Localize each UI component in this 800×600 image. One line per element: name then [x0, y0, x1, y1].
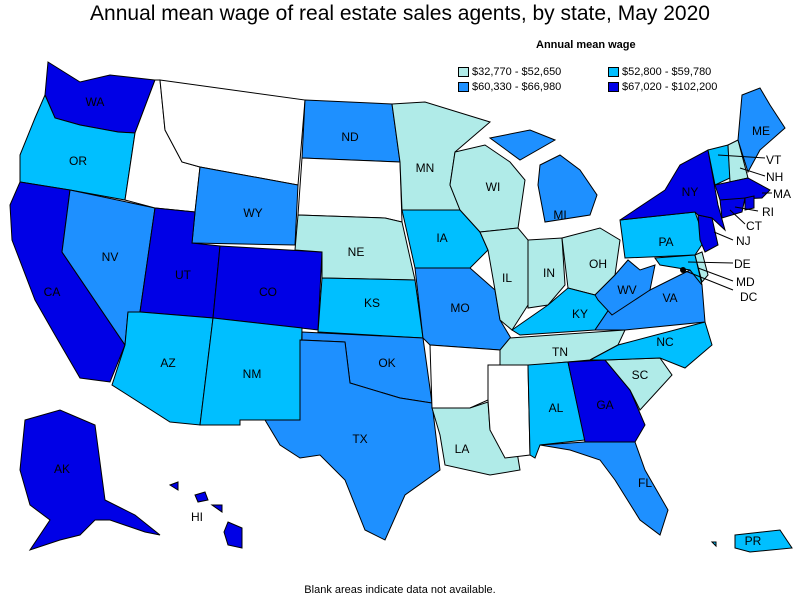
label-NH: NH — [766, 170, 783, 184]
state-ME[interactable] — [737, 87, 786, 174]
state-TX[interactable] — [240, 339, 441, 541]
label-MN: MN — [416, 161, 435, 175]
state-HI[interactable] — [168, 481, 243, 549]
legend-item-tier2: $52,800 - $59,780 — [608, 66, 711, 78]
legend-item-tier3: $60,330 - $66,980 — [458, 81, 561, 93]
legend-title: Annual mean wage — [536, 39, 636, 51]
state-NY[interactable] — [619, 149, 726, 232]
label-OH: OH — [589, 257, 607, 271]
legend-swatch — [608, 67, 619, 77]
state-WY[interactable] — [191, 166, 299, 246]
label-NY: NY — [682, 185, 699, 199]
state-MI[interactable] — [488, 129, 598, 223]
label-SC: SC — [632, 368, 649, 382]
label-OK: OK — [378, 356, 395, 370]
legend-swatch — [458, 67, 469, 77]
label-NC: NC — [656, 335, 674, 349]
label-MA: MA — [773, 187, 791, 201]
label-WV: WV — [617, 283, 636, 297]
label-IL: IL — [502, 271, 512, 285]
label-CO: CO — [259, 285, 277, 299]
label-LA: LA — [455, 442, 470, 456]
state-AK[interactable] — [19, 409, 161, 551]
legend-label: $52,800 - $59,780 — [622, 66, 712, 78]
nj-leader-line — [713, 231, 734, 241]
label-HI: HI — [191, 510, 203, 524]
legend-label: $67,020 - $102,200 — [622, 81, 718, 93]
legend-item-tier4: $67,020 - $102,200 — [608, 81, 717, 93]
footnote: Blank areas indicate data not available. — [304, 584, 496, 596]
label-GA: GA — [596, 398, 613, 412]
md-leader-line — [697, 267, 734, 282]
legend-swatch — [458, 82, 469, 92]
legend-item-tier1: $32,770 - $52,650 — [458, 66, 561, 78]
label-WA: WA — [86, 95, 105, 109]
vt-leader-line — [717, 154, 766, 159]
label-AZ: AZ — [160, 356, 175, 370]
de-leader-line — [687, 261, 734, 264]
label-MI: MI — [553, 208, 566, 222]
state-IN[interactable] — [527, 237, 566, 309]
state-NC[interactable] — [589, 321, 713, 369]
label-ND: ND — [341, 130, 359, 144]
label-UT: UT — [175, 268, 192, 282]
label-KS: KS — [364, 296, 380, 310]
state-FL[interactable] — [539, 441, 669, 536]
label-WY: WY — [243, 206, 262, 220]
label-RI: RI — [762, 205, 774, 219]
dc-leader-line — [682, 269, 734, 291]
label-CT: CT — [746, 219, 763, 233]
label-AK: AK — [54, 462, 70, 476]
legend-label: $32,770 - $52,650 — [472, 66, 562, 78]
map-title: Annual mean wage of real estate sales ag… — [90, 2, 710, 25]
label-ME: ME — [752, 124, 770, 138]
ct-leader-line — [729, 209, 746, 225]
label-TX: TX — [352, 432, 367, 446]
ri-leader-line — [734, 206, 759, 212]
label-TN: TN — [552, 345, 568, 359]
label-NJ: NJ — [736, 234, 751, 248]
label-DE: DE — [734, 257, 751, 271]
label-KY: KY — [572, 307, 588, 321]
label-CA: CA — [44, 285, 61, 299]
label-FL: FL — [638, 476, 652, 490]
label-NV: NV — [102, 250, 119, 264]
label-PR: PR — [745, 534, 762, 548]
state-CT[interactable] — [719, 197, 746, 219]
label-NM: NM — [243, 367, 262, 381]
state-WV[interactable] — [594, 259, 656, 316]
label-DC: DC — [740, 290, 758, 304]
state-DE[interactable] — [694, 251, 709, 284]
label-OR: OR — [69, 154, 87, 168]
legend-swatch — [608, 82, 619, 92]
label-MO: MO — [450, 301, 469, 315]
label-NE: NE — [348, 245, 365, 259]
state-MA[interactable] — [714, 177, 771, 201]
label-AL: AL — [549, 401, 564, 415]
label-IN: IN — [543, 266, 555, 280]
label-IA: IA — [436, 231, 447, 245]
legend-label: $60,330 - $66,980 — [472, 81, 562, 93]
nh-leader-line — [739, 167, 766, 177]
label-MD: MD — [736, 275, 755, 289]
state-RI[interactable] — [744, 195, 755, 211]
state-SD[interactable] — [297, 157, 403, 223]
label-PA: PA — [658, 235, 673, 249]
label-VT: VT — [766, 153, 782, 167]
label-WI: WI — [486, 180, 501, 194]
label-VA: VA — [662, 291, 677, 305]
state-PR[interactable] — [710, 529, 793, 553]
